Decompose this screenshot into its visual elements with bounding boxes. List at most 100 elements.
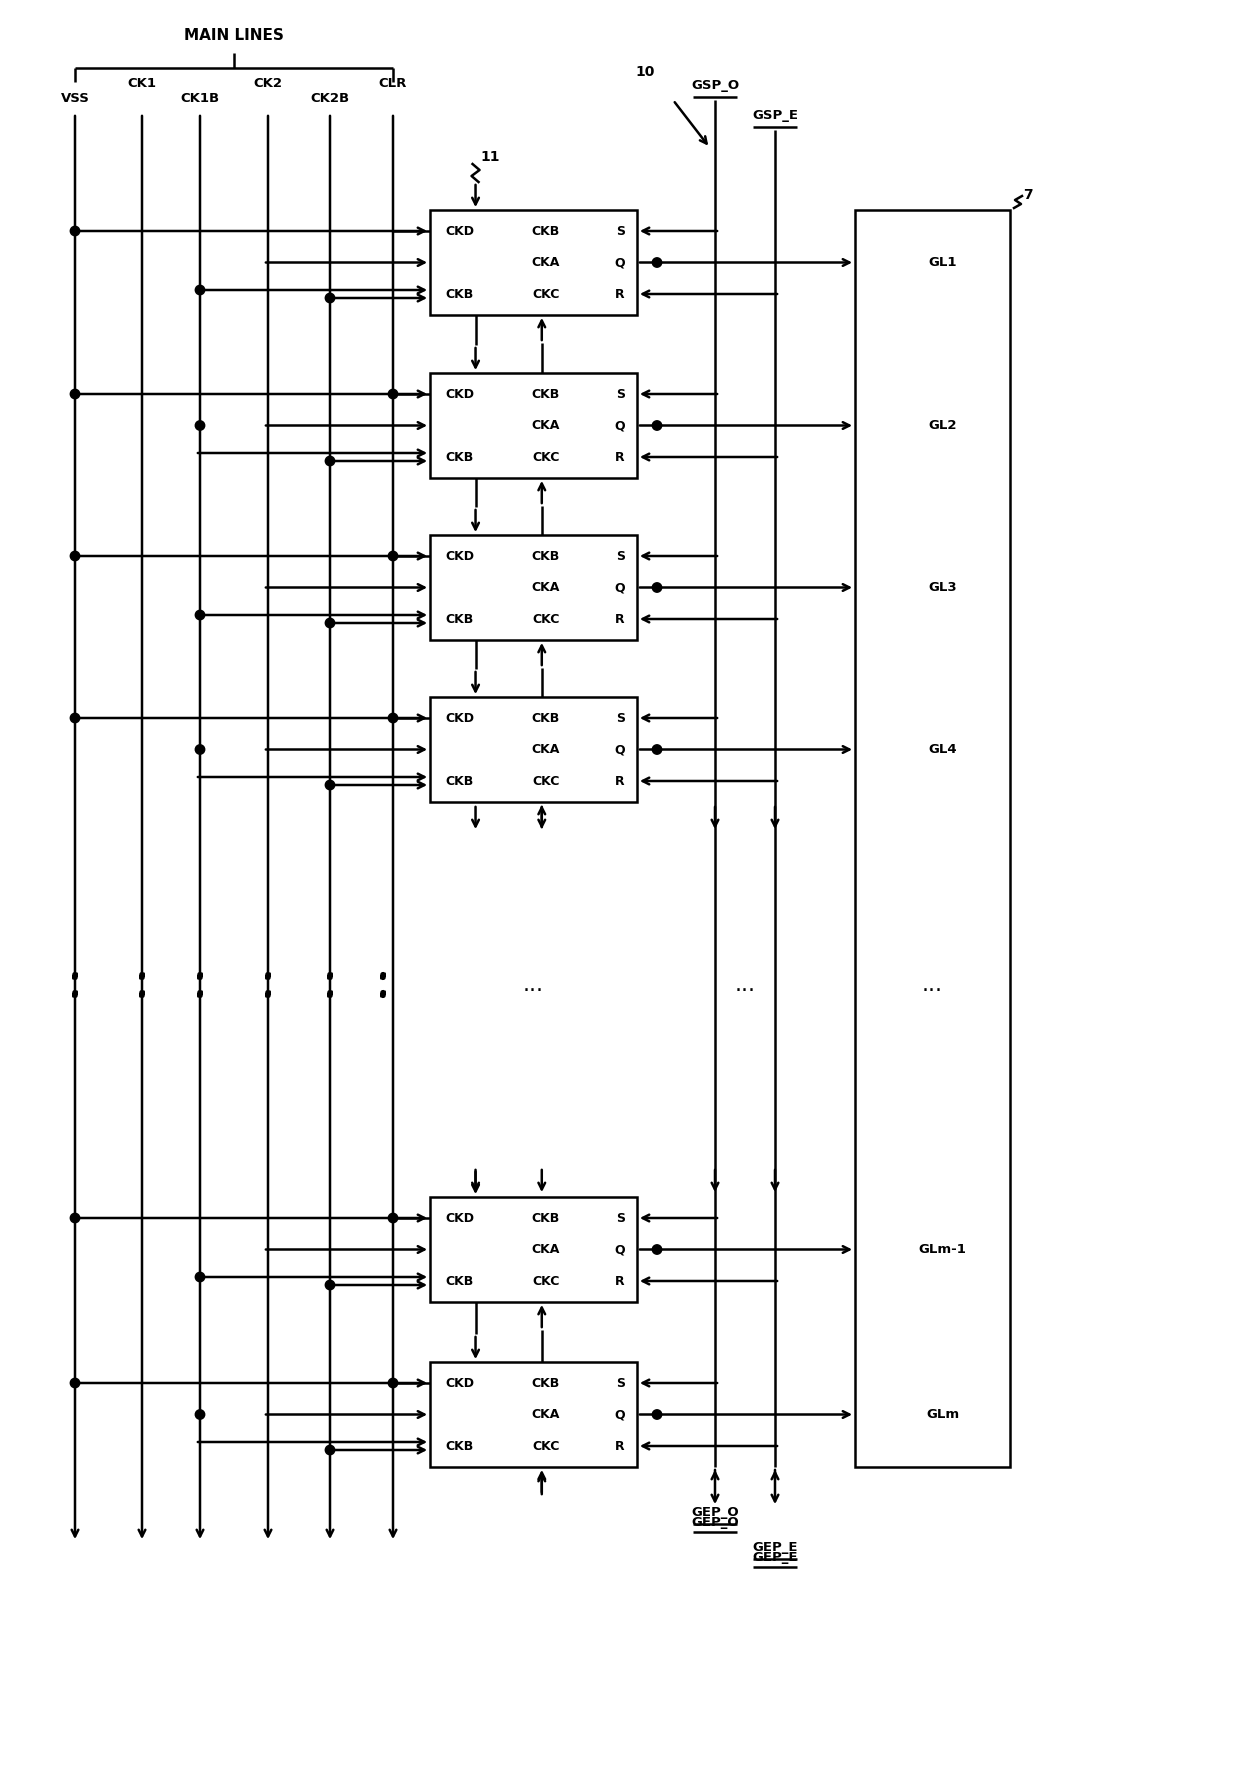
Circle shape [71, 1378, 79, 1387]
Text: VSS: VSS [61, 91, 89, 105]
Text: CKD: CKD [445, 550, 474, 562]
Text: Q: Q [614, 1408, 625, 1421]
Text: S: S [616, 1376, 625, 1389]
Circle shape [652, 1410, 662, 1419]
Bar [430, 373, 637, 478]
Circle shape [325, 457, 335, 466]
Text: CKB: CKB [445, 612, 474, 625]
Circle shape [652, 421, 662, 430]
Circle shape [652, 744, 662, 755]
Circle shape [325, 780, 335, 789]
Circle shape [652, 1244, 662, 1255]
Text: CKB: CKB [532, 550, 560, 562]
Text: GL4: GL4 [929, 743, 957, 757]
Text: CKD: CKD [445, 1376, 474, 1389]
Text: GLm-1: GLm-1 [919, 1242, 966, 1257]
Text: R: R [615, 775, 625, 787]
Text: GSP_E: GSP_E [751, 109, 799, 121]
Bar [430, 1198, 637, 1301]
Text: CKB: CKB [445, 1274, 474, 1287]
Text: CK2: CK2 [253, 77, 283, 89]
Circle shape [195, 1410, 205, 1419]
Bar [856, 211, 1011, 1467]
Text: GEP_E: GEP_E [753, 1540, 797, 1553]
Text: ...: ... [734, 975, 755, 994]
Text: CK1: CK1 [128, 77, 156, 89]
Text: CKC: CKC [532, 775, 559, 787]
Text: CKA: CKA [532, 743, 560, 757]
Text: GEP_O: GEP_O [691, 1515, 739, 1528]
Text: GL2: GL2 [929, 419, 957, 432]
Text: 7: 7 [1023, 187, 1033, 202]
Text: CKD: CKD [445, 1212, 474, 1225]
Text: S: S [616, 387, 625, 400]
Circle shape [652, 582, 662, 593]
Text: CKC: CKC [532, 450, 559, 464]
Bar [430, 536, 637, 641]
Circle shape [71, 389, 79, 398]
Text: S: S [616, 1212, 625, 1225]
Text: CKB: CKB [532, 387, 560, 400]
Text: R: R [615, 1274, 625, 1287]
Text: Q: Q [614, 1242, 625, 1257]
Circle shape [388, 1378, 398, 1387]
Text: GLm: GLm [926, 1408, 959, 1421]
Circle shape [71, 714, 79, 723]
Text: CKA: CKA [532, 580, 560, 594]
Circle shape [71, 1214, 79, 1223]
Text: CKC: CKC [532, 612, 559, 625]
Circle shape [71, 227, 79, 236]
Text: CK1B: CK1B [181, 91, 219, 105]
Text: GL1: GL1 [929, 255, 957, 270]
Text: CKB: CKB [445, 450, 474, 464]
Text: CKB: CKB [532, 1376, 560, 1389]
Text: CKB: CKB [532, 1212, 560, 1225]
Text: CKC: CKC [532, 1274, 559, 1287]
Circle shape [195, 610, 205, 619]
Text: R: R [615, 1439, 625, 1453]
Text: CKB: CKB [445, 1439, 474, 1453]
Text: CKA: CKA [532, 255, 560, 270]
Text: MAIN LINES: MAIN LINES [184, 27, 284, 43]
Circle shape [325, 1280, 335, 1291]
Text: CKC: CKC [532, 1439, 559, 1453]
Text: GEP_E: GEP_E [753, 1551, 797, 1564]
Text: S: S [616, 550, 625, 562]
Text: ...: ... [523, 975, 544, 994]
Circle shape [195, 421, 205, 430]
Text: GSP_O: GSP_O [691, 79, 739, 91]
Text: CKB: CKB [532, 712, 560, 725]
Text: 11: 11 [481, 150, 500, 164]
Text: CKC: CKC [532, 287, 559, 300]
Circle shape [325, 618, 335, 628]
Circle shape [195, 286, 205, 295]
Text: R: R [615, 287, 625, 300]
Text: Q: Q [614, 255, 625, 270]
Circle shape [325, 293, 335, 303]
Text: S: S [616, 712, 625, 725]
Text: Q: Q [614, 743, 625, 757]
Text: CKD: CKD [445, 712, 474, 725]
Text: CLR: CLR [378, 77, 407, 89]
Text: CKB: CKB [445, 775, 474, 787]
Text: CKD: CKD [445, 225, 474, 237]
Circle shape [71, 552, 79, 560]
Text: R: R [615, 612, 625, 625]
Circle shape [388, 714, 398, 723]
Bar [430, 211, 637, 314]
Circle shape [388, 389, 398, 398]
Circle shape [325, 1446, 335, 1455]
Bar [430, 696, 637, 801]
Circle shape [388, 552, 398, 560]
Text: Q: Q [614, 580, 625, 594]
Text: CKA: CKA [532, 419, 560, 432]
Circle shape [652, 257, 662, 268]
Text: CKA: CKA [532, 1408, 560, 1421]
Circle shape [195, 1273, 205, 1282]
Circle shape [388, 1214, 398, 1223]
Text: R: R [615, 450, 625, 464]
Text: CKA: CKA [532, 1242, 560, 1257]
Text: CKB: CKB [445, 287, 474, 300]
Text: GL3: GL3 [929, 580, 957, 594]
Text: ...: ... [923, 975, 942, 994]
